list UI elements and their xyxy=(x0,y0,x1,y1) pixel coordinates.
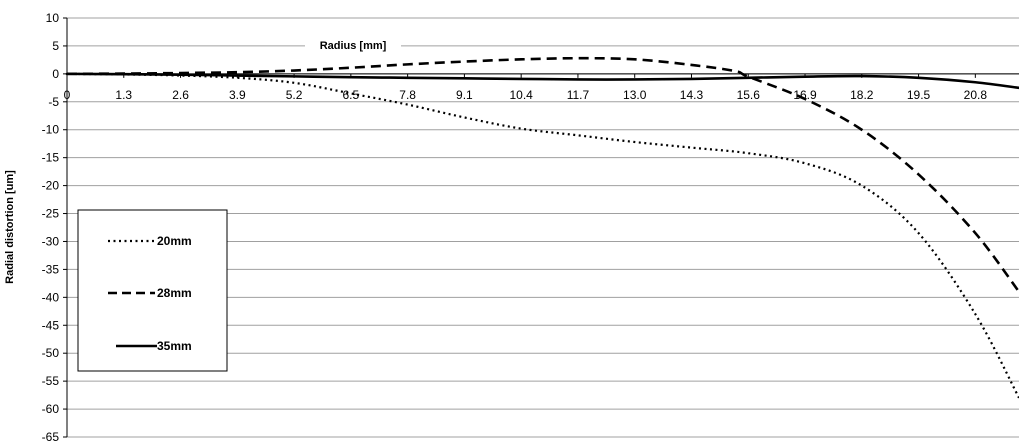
x-tick-label: 6.5 xyxy=(343,88,360,102)
y-tick-label: -55 xyxy=(42,374,60,388)
y-tick-label: -15 xyxy=(42,151,60,165)
x-tick-label: 16.9 xyxy=(793,88,817,102)
x-tick-label: 1.3 xyxy=(115,88,132,102)
y-tick-label: -5 xyxy=(48,95,59,109)
legend-label-35mm: 35mm xyxy=(157,339,192,353)
x-tick-label: 13.0 xyxy=(623,88,647,102)
series-lines xyxy=(65,56,1019,399)
series-line-35mm xyxy=(65,72,1019,90)
x-tick-label: 10.4 xyxy=(509,88,533,102)
y-tick-label: -35 xyxy=(42,262,60,276)
y-tick-labels: 10 5 0 -5 -10 -15 -20 -25 -30 -35 -40 -45 -50 -55 -60 -… xyxy=(42,11,60,444)
gridlines xyxy=(63,17,1019,438)
legend-label-28mm: 28mm xyxy=(157,286,192,300)
x-axis-title: Radius [mm] xyxy=(320,40,387,52)
y-tick-label: 0 xyxy=(52,67,59,81)
x-axis-title-group: Radius [mm] xyxy=(305,37,401,53)
y-tick-label: -25 xyxy=(42,207,60,221)
x-tick-label: 19.5 xyxy=(907,88,931,102)
x-tick-label: 11.7 xyxy=(567,88,590,102)
legend-label-20mm: 20mm xyxy=(157,234,192,248)
y-axis-title: Radial distortion [um] xyxy=(4,170,16,284)
x-tick-label: 0 xyxy=(64,88,71,102)
x-tick-labels: 0 1.3 2.6 3.9 5.2 6.5 7.8 9.1 10.4 11.7 13.0 14.3 15… xyxy=(64,88,988,102)
x-tick-label: 14.3 xyxy=(680,88,704,102)
y-tick-label: -60 xyxy=(42,402,60,416)
x-tick-label: 7.8 xyxy=(399,88,416,102)
y-tick-label: 10 xyxy=(46,11,60,25)
x-tick-label: 9.1 xyxy=(456,88,473,102)
x-axis-title-background xyxy=(305,37,401,53)
y-tick-label: -50 xyxy=(42,346,60,360)
legend: 20mm 28mm 35mm xyxy=(77,209,228,372)
x-tick-label: 2.6 xyxy=(172,88,189,102)
y-tick-label: -30 xyxy=(42,234,60,248)
y-tick-label: -20 xyxy=(42,179,60,193)
y-tick-label: -45 xyxy=(42,318,60,332)
series-line-28mm xyxy=(66,56,1019,293)
x-tick-label: 18.2 xyxy=(850,88,874,102)
y-tick-label: -65 xyxy=(42,430,60,444)
y-tick-label: -10 xyxy=(42,123,60,137)
y-tick-label: -40 xyxy=(42,290,60,304)
x-tick-label: 5.2 xyxy=(286,88,303,102)
x-tick-label: 3.9 xyxy=(229,88,246,102)
y-tick-label: 5 xyxy=(52,39,59,53)
x-tick-label: 20.8 xyxy=(964,88,988,102)
x-tick-label: 15.6 xyxy=(737,88,761,102)
legend-box xyxy=(77,209,228,372)
